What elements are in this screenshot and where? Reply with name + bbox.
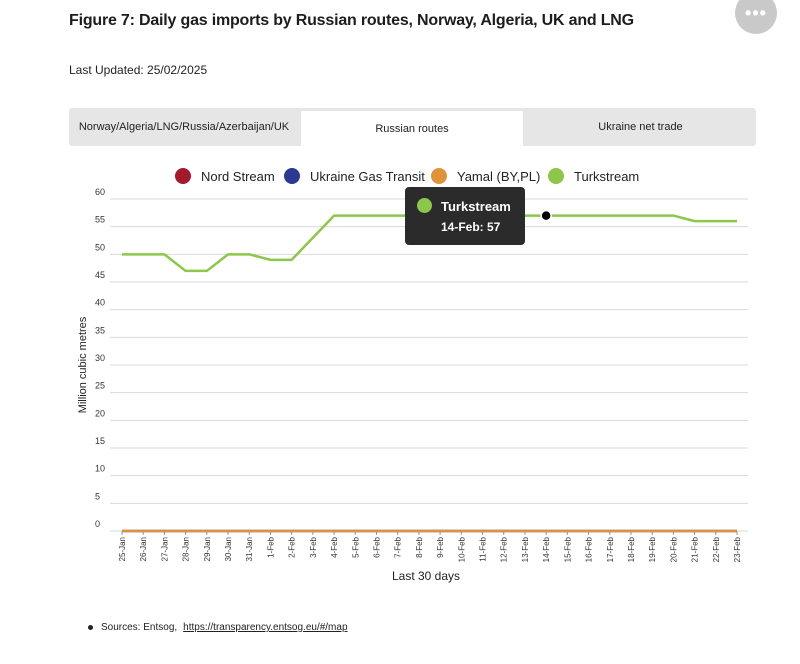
y-tick-label-40: 40	[95, 298, 105, 308]
x-tick-label-15-Feb: 15-Feb	[563, 536, 572, 562]
chart-tooltip: Turkstream 14-Feb: 57	[405, 187, 525, 245]
y-tick-label-0: 0	[95, 519, 100, 529]
x-tick-label-5-Feb: 5-Feb	[351, 536, 360, 557]
y-tick-label-25: 25	[95, 381, 105, 391]
y-tick-label-55: 55	[95, 215, 105, 225]
x-tick-label-20-Feb: 20-Feb	[669, 536, 678, 562]
highlighted-point-turkstream-14-feb	[540, 209, 552, 222]
source-link[interactable]: https://transparency.entsog.eu/#/map	[183, 622, 348, 633]
legend-marker-yamal	[431, 168, 447, 184]
x-tick-label-22-Feb: 22-Feb	[712, 536, 721, 562]
page-title: Figure 7: Daily gas imports by Russian r…	[69, 12, 634, 29]
legend-label-nord-stream: Nord Stream	[201, 168, 275, 184]
tab-bar: Norway/Algeria/LNG/Russia/Azerbaijan/UK …	[69, 108, 756, 146]
x-tick-label-6-Feb: 6-Feb	[372, 536, 381, 557]
x-tick-label-4-Feb: 4-Feb	[330, 536, 339, 557]
x-tick-label-23-Feb: 23-Feb	[733, 536, 742, 562]
chart-menu-button[interactable]: •••	[735, 0, 777, 34]
y-tick-label-30: 30	[95, 353, 105, 363]
tab-norway-algeria-lng[interactable]: Norway/Algeria/LNG/Russia/Azerbaijan/UK	[78, 121, 290, 133]
tooltip-series-name: Turkstream	[441, 199, 511, 214]
source-note: Sources: Entsog, https://transparency.en…	[88, 622, 348, 633]
x-tick-label-7-Feb: 7-Feb	[394, 536, 403, 557]
x-tick-label-25-Jan: 25-Jan	[118, 537, 127, 561]
x-tick-label-9-Feb: 9-Feb	[436, 536, 445, 557]
y-tick-label-15: 15	[95, 436, 105, 446]
last-updated: Last Updated: 25/02/2025	[69, 63, 208, 77]
tab-ukraine-net-trade[interactable]: Ukraine net trade	[598, 121, 683, 133]
x-tick-label-10-Feb: 10-Feb	[457, 536, 466, 562]
legend-label-turkstream: Turkstream	[574, 168, 640, 184]
tooltip-series-marker	[417, 198, 432, 213]
y-tick-label-45: 45	[95, 270, 105, 280]
x-tick-label-30-Jan: 30-Jan	[224, 537, 233, 561]
x-tick-label-14-Feb: 14-Feb	[542, 536, 551, 562]
y-tick-label-60: 60	[95, 187, 105, 197]
x-tick-label-29-Jan: 29-Jan	[203, 537, 212, 561]
x-axis-title: Last 30 days	[392, 569, 460, 583]
x-tick-label-12-Feb: 12-Feb	[500, 536, 509, 562]
legend-marker-turkstream	[548, 168, 564, 184]
y-tick-label-20: 20	[95, 408, 105, 418]
x-tick-label-31-Jan: 31-Jan	[245, 537, 254, 561]
legend-item-ukraine-gas-transit[interactable]: Ukraine Gas Transit	[284, 168, 425, 184]
tab-russian-routes[interactable]: Russian routes	[301, 111, 523, 146]
x-tick-label-3-Feb: 3-Feb	[309, 536, 318, 557]
x-tick-label-8-Feb: 8-Feb	[415, 536, 424, 557]
x-tick-label-2-Feb: 2-Feb	[288, 536, 297, 557]
legend-label-yamal: Yamal (BY,PL)	[457, 168, 541, 184]
legend-item-yamal[interactable]: Yamal (BY,PL)	[431, 168, 540, 184]
legend-marker-nord-stream	[175, 168, 191, 184]
legend-marker-ukraine-gas-transit	[284, 168, 300, 184]
bullet-icon	[88, 625, 93, 630]
x-tick-label-1-Feb: 1-Feb	[266, 536, 275, 557]
y-axis-title: Million cubic metres	[77, 316, 89, 413]
source-label: Sources: Entsog,	[101, 622, 178, 633]
x-tick-label-21-Feb: 21-Feb	[691, 536, 700, 562]
ellipsis-icon: •••	[745, 3, 767, 23]
y-tick-label-5: 5	[95, 491, 100, 501]
y-tick-label-50: 50	[95, 242, 105, 252]
y-tick-label-10: 10	[95, 464, 105, 474]
x-tick-label-18-Feb: 18-Feb	[627, 536, 636, 562]
x-tick-label-19-Feb: 19-Feb	[648, 536, 657, 562]
x-tick-label-13-Feb: 13-Feb	[521, 536, 530, 562]
tooltip-value: 14-Feb: 57	[441, 220, 501, 234]
x-tick-label-28-Jan: 28-Jan	[182, 537, 191, 561]
legend-item-turkstream[interactable]: Turkstream	[548, 168, 639, 184]
chart-legend: Nord Stream Ukraine Gas Transit Yamal (B…	[0, 168, 800, 188]
x-tick-label-16-Feb: 16-Feb	[585, 536, 594, 562]
x-tick-label-17-Feb: 17-Feb	[606, 536, 615, 562]
legend-item-nord-stream[interactable]: Nord Stream	[175, 168, 275, 184]
x-tick-label-27-Jan: 27-Jan	[160, 537, 169, 561]
legend-label-ukraine-gas-transit: Ukraine Gas Transit	[310, 168, 425, 184]
x-tick-label-26-Jan: 26-Jan	[139, 537, 148, 561]
y-tick-label-35: 35	[95, 325, 105, 335]
line-chart: 0 5 10 15 20 25 30 35 40 45 50 55 60 25-Jan 26-Jan 27-J…	[77, 187, 748, 583]
x-tick-label-11-Feb: 11-Feb	[479, 536, 488, 561]
